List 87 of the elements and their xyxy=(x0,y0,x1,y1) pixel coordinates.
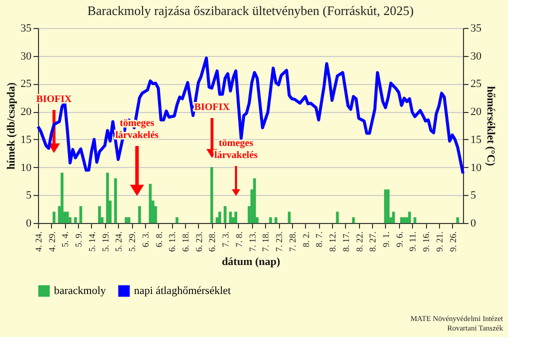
bar xyxy=(210,167,214,224)
y-tick-label: 25 xyxy=(20,78,32,90)
x-tick-label: 7. 23. xyxy=(274,232,284,252)
y-tick-label: 15 xyxy=(20,134,32,146)
x-tick-label: 6. 8. xyxy=(154,232,164,248)
y2-tick-label: 30 xyxy=(470,50,482,62)
y-tick-label: 20 xyxy=(20,106,32,118)
bar xyxy=(253,178,256,224)
x-tick-label: 6. 28. xyxy=(207,232,218,252)
bar xyxy=(400,217,403,224)
bar xyxy=(114,178,117,224)
bar xyxy=(274,217,278,224)
bar xyxy=(386,189,390,224)
x-tick-label: 8. 2. xyxy=(300,232,311,248)
x-tick-label: 7. 3. xyxy=(220,232,231,248)
y-tick-label: 0 xyxy=(26,218,32,230)
bar xyxy=(269,217,272,224)
bar xyxy=(336,212,339,224)
x-tick-label: 8. 7. xyxy=(314,232,324,248)
bar xyxy=(413,217,416,224)
x-tick-label: 4. 29. xyxy=(46,232,57,252)
x-tick-label: 5. 9. xyxy=(74,232,84,248)
x-tick-label: 5. 29. xyxy=(127,232,138,252)
x-tick-label: 8. 12. xyxy=(328,232,338,252)
chart-title: Barackmoly rajzása őszibarack ültetvényben (Forráskút, 2025) xyxy=(87,3,414,18)
x-tick-label: 9. 1. xyxy=(380,232,391,248)
bar xyxy=(456,217,460,224)
x-tick-label: 5. 14. xyxy=(86,232,97,252)
bar xyxy=(79,206,82,224)
y-tick-label: 10 xyxy=(20,162,32,174)
bar xyxy=(176,217,178,224)
y2-tick-label: 20 xyxy=(470,106,482,118)
x-tick-label: 4. 24. xyxy=(34,232,44,252)
x-tick-label: 9. 11. xyxy=(408,232,418,252)
annotation: tömeges lárvakelés xyxy=(214,138,258,161)
y2-tick-label: 0 xyxy=(470,218,476,230)
y-tick-label: 35 xyxy=(20,22,32,34)
bar xyxy=(218,212,222,224)
bar xyxy=(392,212,395,224)
x-tick-label: 5. 19. xyxy=(100,232,110,252)
bar xyxy=(234,212,238,224)
y2-tick-label: 15 xyxy=(470,134,482,146)
bar xyxy=(229,212,232,224)
y2-tick-label: 25 xyxy=(470,78,482,90)
bar xyxy=(98,206,101,224)
bar xyxy=(384,189,387,224)
bar xyxy=(224,206,227,224)
y-tick-label: 30 xyxy=(20,50,32,62)
y2-axis-title: hőmérséklet (°C) xyxy=(484,86,496,166)
bar xyxy=(138,206,141,224)
bar xyxy=(106,172,109,224)
bar xyxy=(124,217,128,224)
y-tick-label: 5 xyxy=(26,190,32,202)
x-tick-label: 9. 21. xyxy=(434,232,444,252)
x-tick-label: 9. 6. xyxy=(394,232,404,248)
bar xyxy=(127,217,130,224)
legend-label: barackmoly xyxy=(54,285,106,297)
x-tick-label: 6. 13. xyxy=(167,232,178,252)
bar xyxy=(52,212,56,224)
x-tick-label: 5. 24. xyxy=(114,232,124,252)
x-tick-label: 6. 23. xyxy=(194,232,204,252)
y2-tick-label: 10 xyxy=(470,162,482,174)
bar xyxy=(60,172,64,224)
x-tick-label: 8. 27. xyxy=(368,232,378,252)
x-tick-label: 7. 8. xyxy=(234,232,244,248)
x-tick-label: 7. 18. xyxy=(260,232,271,252)
x-tick-label: 6. 18. xyxy=(180,232,191,252)
x-tick-label: 7. 28. xyxy=(287,232,298,252)
bar xyxy=(408,212,411,224)
x-tick-label: 8. 22. xyxy=(354,232,364,252)
x-axis-title: dátum (nap) xyxy=(222,256,281,268)
y2-tick-label: 35 xyxy=(470,22,482,34)
x-tick-label: 6. 3. xyxy=(140,232,150,248)
x-tick-label: 7. 13. xyxy=(247,232,258,252)
bar xyxy=(352,217,355,224)
legend-label: napi átlaghőmérséklet xyxy=(134,285,231,297)
x-tick-label: 8. 17. xyxy=(340,232,351,252)
x-tick-label: 5. 4. xyxy=(60,232,70,248)
x-tick-label: 9. 16. xyxy=(421,232,432,252)
x-tick-label: 9. 26. xyxy=(448,232,458,252)
line-series xyxy=(36,56,464,175)
bar xyxy=(148,184,152,224)
bar xyxy=(288,212,291,224)
y-axis-title: hímek (db/csapda) xyxy=(6,82,18,170)
y2-tick-label: 5 xyxy=(470,190,476,202)
bar xyxy=(74,217,77,224)
bar xyxy=(66,212,69,224)
